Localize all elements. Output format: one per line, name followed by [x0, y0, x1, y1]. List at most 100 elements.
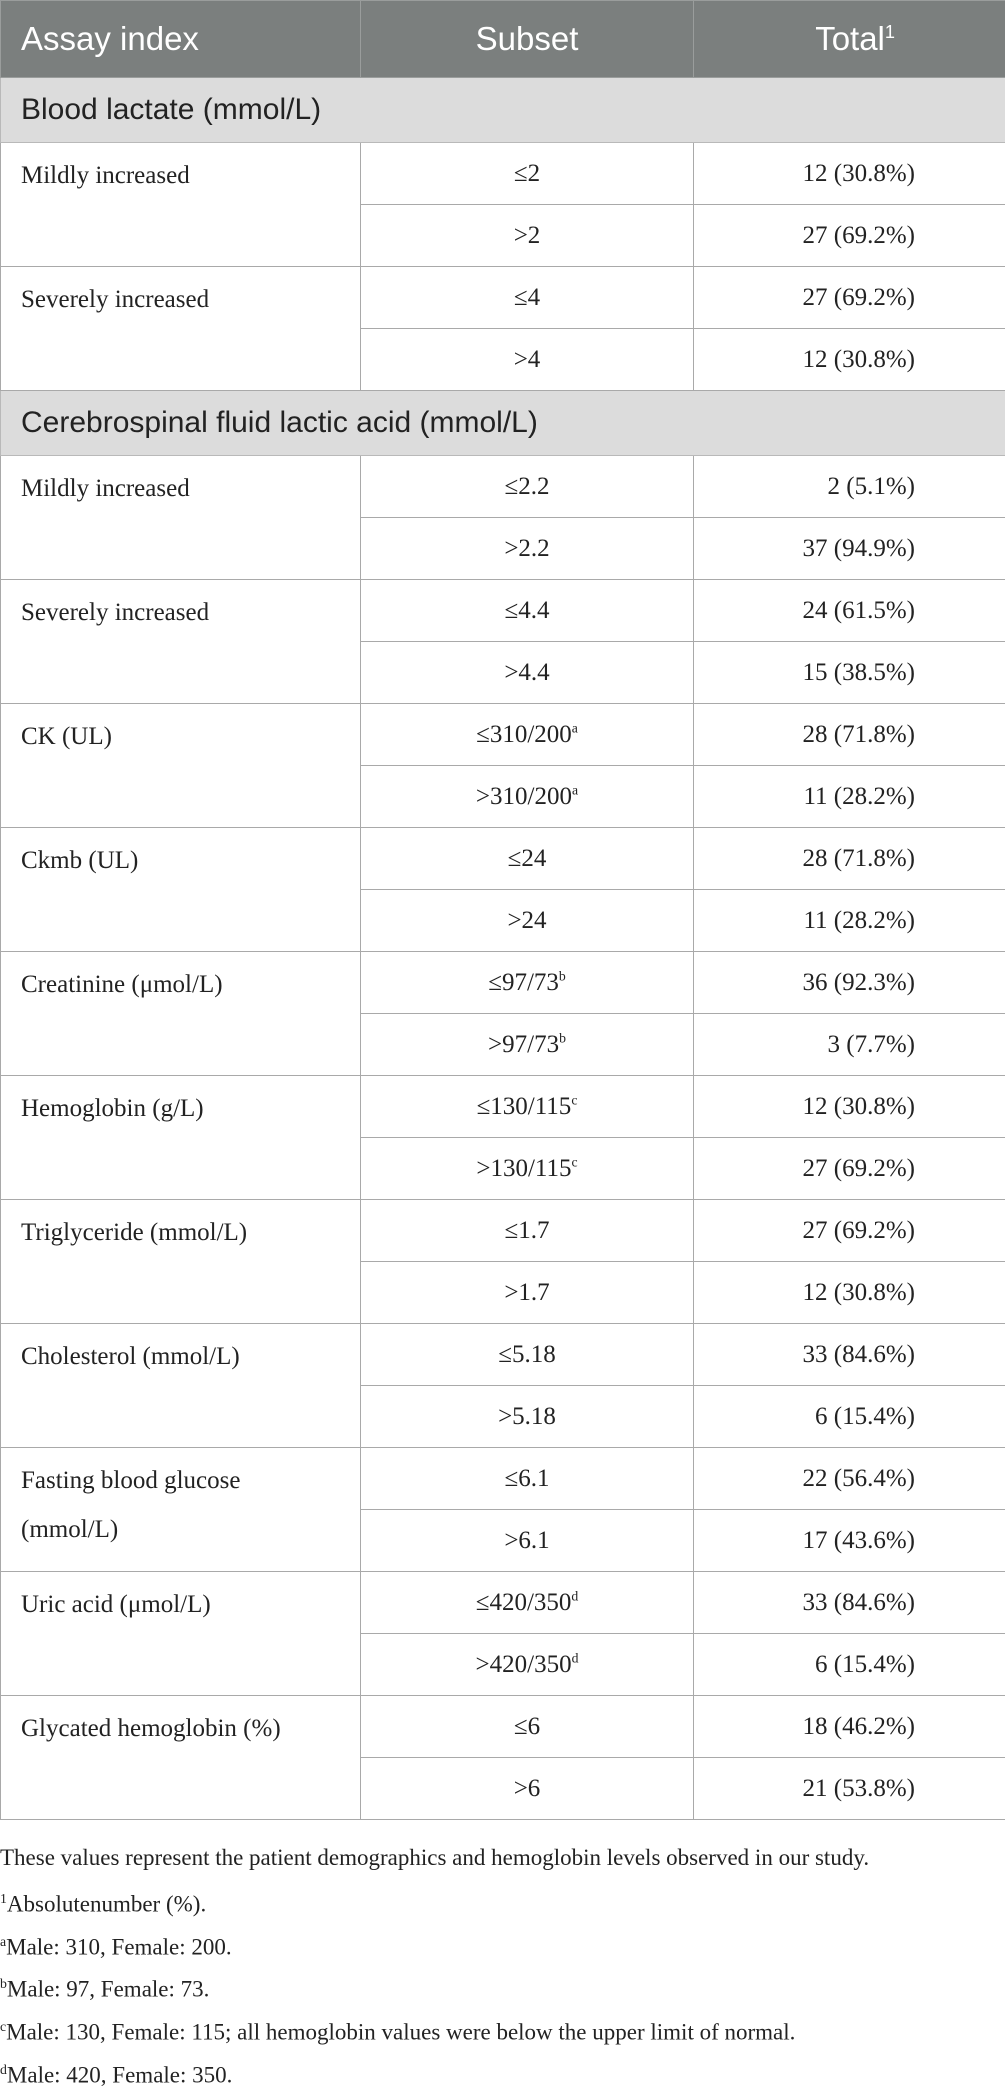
subset-cell: ≤6.1 [360, 1447, 694, 1510]
assay-name: CK (UL) [21, 723, 112, 750]
total-cell: 12 (30.8%) [693, 1075, 1005, 1138]
assay-name: Creatinine (μmol/L) [21, 971, 223, 998]
table-row: >97/73b 3 (7.7%) [1, 1013, 1005, 1076]
footnote-text: Male: 310, Female: 200. [6, 1934, 232, 1960]
total-cell: 12 (30.8%) [693, 1261, 1005, 1324]
subset-footnote-mark: d [571, 1650, 579, 1666]
assay-name: Cholesterol (mmol/L) [21, 1343, 240, 1370]
subset-cell: ≤310/200a [360, 703, 694, 766]
total-cell: 37 (94.9%) [693, 517, 1005, 580]
footnote-item: 1Absolutenumber (%). [0, 1883, 1005, 1920]
subset-footnote-mark: b [558, 968, 566, 984]
total-cell: 21 (53.8%) [693, 1757, 1005, 1820]
subset-value: >2 [513, 221, 541, 249]
total-cell: 12 (30.8%) [693, 142, 1005, 205]
footnote-item: bMale: 97, Female: 73. [0, 1968, 1005, 2005]
total-cell: 3 (7.7%) [693, 1013, 1005, 1076]
assay-name-cell: Mildly increased [0, 142, 361, 267]
subset-cell: >6.1 [360, 1509, 694, 1572]
assay-name: Severely increased [21, 599, 210, 626]
subset-value: >310/200 [475, 782, 572, 810]
header-total: Total1 [693, 0, 1005, 78]
subset-value: >4.4 [504, 658, 550, 686]
total-cell: 6 (15.4%) [693, 1633, 1005, 1696]
section-title: Blood lactate (mmol/L) [0, 77, 1005, 143]
subset-cell: >130/115c [360, 1137, 694, 1200]
assay-name-cell: Ckmb (UL) [0, 827, 361, 952]
subset-cell: >310/200a [360, 765, 694, 828]
total-cell: 27 (69.2%) [693, 1199, 1005, 1262]
footnote-text: Male: 97, Female: 73. [6, 1976, 210, 2002]
subset-footnote-mark: c [571, 1092, 578, 1108]
header-total-label: Total [815, 20, 885, 57]
data-table: Assay index Subset Total1 Blood lactate … [0, 0, 1005, 1820]
total-cell: 24 (61.5%) [693, 579, 1005, 642]
footnote-text: Male: 420, Female: 350. [6, 2062, 233, 2088]
assay-name-cell: Hemoglobin (g/L) [0, 1075, 361, 1200]
subset-cell: >6 [360, 1757, 694, 1820]
footnote-mark: 1 [0, 1891, 7, 1906]
total-cell: 28 (71.8%) [693, 703, 1005, 766]
table-row: >6 21 (53.8%) [1, 1757, 1005, 1820]
subset-value: >420/350 [475, 1650, 572, 1678]
total-cell: 17 (43.6%) [693, 1509, 1005, 1572]
subset-value: ≤6.1 [504, 1464, 550, 1492]
subset-value: >1.7 [504, 1278, 550, 1306]
subset-footnote-mark: d [571, 1588, 579, 1604]
footnote-list: 1Absolutenumber (%). aMale: 310, Female: … [0, 1883, 1005, 2090]
table-row: Mildly increased ≤2 12 (30.8%) [0, 142, 1005, 267]
subset-cell: ≤2.2 [360, 455, 694, 518]
subset-value: ≤1.7 [504, 1216, 550, 1244]
header-subset: Subset [360, 0, 694, 78]
subset-cell: >4.4 [360, 641, 694, 704]
assay-name: Mildly increased [21, 162, 190, 189]
subset-value: ≤310/200 [476, 720, 572, 748]
total-cell: 18 (46.2%) [693, 1695, 1005, 1758]
subset-cell: ≤130/115c [360, 1075, 694, 1138]
subset-value: ≤6 [513, 1712, 541, 1740]
table-row: >130/115c 27 (69.2%) [1, 1137, 1005, 1200]
subset-cell: ≤4 [360, 266, 694, 329]
subset-cell: ≤5.18 [360, 1323, 694, 1386]
subset-cell: >2 [360, 204, 694, 267]
subset-value: ≤24 [507, 844, 547, 872]
subset-cell: >97/73b [360, 1013, 694, 1076]
table-row: Triglyceride (mmol/L) ≤1.7 27 (69.2%) [0, 1199, 1005, 1324]
subset-footnote-mark: a [571, 720, 578, 736]
total-cell: 36 (92.3%) [693, 951, 1005, 1014]
section-header-row: Blood lactate (mmol/L) [0, 77, 1005, 143]
total-cell: 27 (69.2%) [693, 266, 1005, 329]
footnote-mark: a [0, 1933, 7, 1949]
table-row: Fasting blood glucose (mmol/L) ≤6.1 22 (56… [0, 1447, 1005, 1572]
subset-value: >24 [507, 906, 547, 934]
subset-cell: >1.7 [360, 1261, 694, 1324]
subset-cell: >24 [360, 889, 694, 952]
subset-value: ≤4 [513, 283, 541, 311]
subset-value: ≤420/350 [475, 1588, 572, 1616]
subset-footnote-mark: b [559, 1030, 566, 1046]
assay-name-cell: Glycated hemoglobin (%) [0, 1695, 361, 1820]
table-row: Uric acid (μmol/L) ≤420/350d 33 (84.6%) [0, 1571, 1005, 1696]
subset-cell: >2.2 [360, 517, 694, 580]
subset-footnote-mark: a [571, 782, 579, 798]
subset-value: ≤2 [513, 159, 541, 187]
assay-name-cell: CK (UL) [0, 703, 361, 828]
table-row: >310/200a 11 (28.2%) [1, 765, 1005, 828]
table-row: Creatinine (μmol/L) ≤97/73b 36 (92.3%) [0, 951, 1005, 1076]
section-header-row: Cerebrospinal fluid lactic acid (mmol/L) [0, 390, 1005, 456]
subset-cell: ≤24 [360, 827, 694, 890]
subset-cell: ≤97/73b [360, 951, 694, 1014]
assay-name: Uric acid (μmol/L) [21, 1591, 211, 1618]
header-row: Assay index Subset Total1 [0, 0, 1005, 78]
assay-name-cell: Triglyceride (mmol/L) [0, 1199, 361, 1324]
total-cell: 11 (28.2%) [693, 889, 1005, 952]
subset-value: >5.18 [498, 1402, 556, 1430]
total-cell: 6 (15.4%) [693, 1385, 1005, 1448]
total-cell: 27 (69.2%) [693, 1137, 1005, 1200]
subset-cell: >4 [360, 328, 694, 391]
subset-cell: ≤2 [360, 142, 694, 205]
table-row: CK (UL) ≤310/200a 28 (71.8%) [0, 703, 1005, 828]
total-cell: 33 (84.6%) [693, 1571, 1005, 1634]
table-row: Ckmb (UL) ≤24 28 (71.8%) [0, 827, 1005, 952]
subset-value: >4 [513, 345, 541, 373]
